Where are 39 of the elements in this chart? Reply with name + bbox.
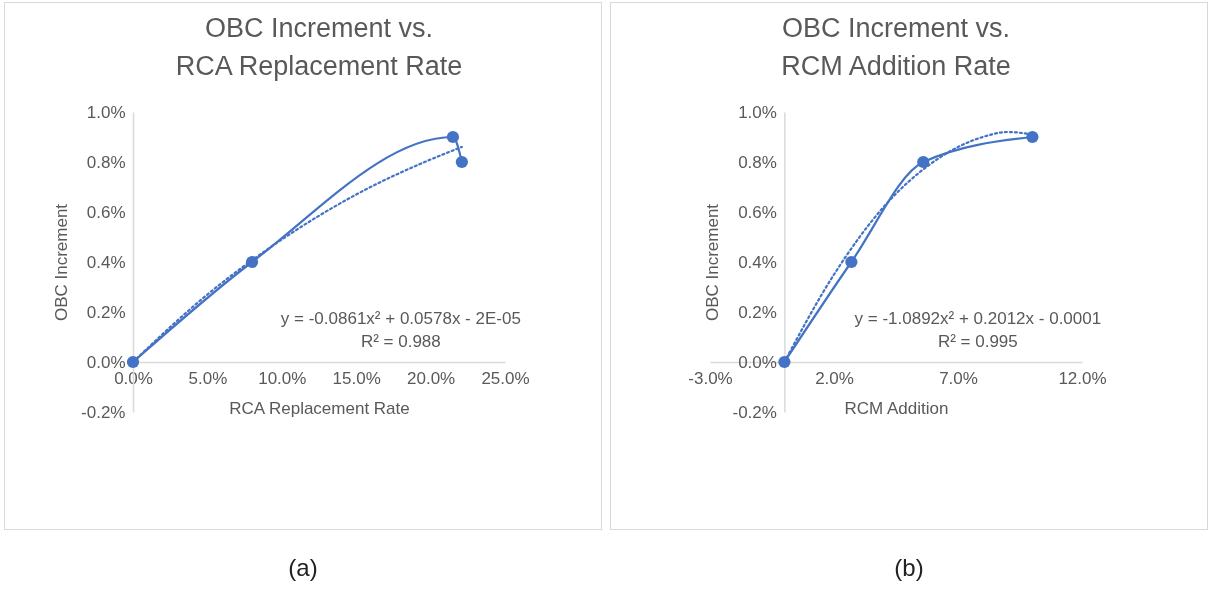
- point: [126, 355, 139, 369]
- y-tick-label: -0.2%: [80, 402, 125, 422]
- y-tick-label: 1.0%: [86, 102, 125, 122]
- annotation: R² = 0.995: [937, 331, 1018, 351]
- y-axis-title: OBC Increment: [702, 203, 722, 322]
- y-tick-label: 0.8%: [737, 152, 777, 172]
- annotation: y = -0.0861x² + 0.0578x - 2E-05: [280, 309, 521, 328]
- point: [916, 155, 929, 169]
- y-tick-label: 0.6%: [86, 202, 125, 222]
- x-tick-label: 25.0%: [480, 368, 530, 388]
- y-tick-label: 1.0%: [737, 102, 777, 122]
- chart-title: OBC Increment vs. RCA Replacement Rate: [175, 13, 462, 81]
- y-axis-title: OBC Increment: [51, 203, 71, 322]
- y-tick-label: 0.6%: [737, 202, 777, 222]
- x-tick-label: 2.0%: [814, 368, 854, 388]
- text: (a): [287, 554, 319, 582]
- x-tick-label: 10.0%: [257, 368, 306, 388]
- x-tick-label: 15.0%: [332, 368, 381, 388]
- y-tick-label: 0.8%: [86, 152, 125, 172]
- point: [844, 255, 857, 269]
- y-tick-label: -0.2%: [731, 402, 777, 422]
- text: (b): [893, 554, 925, 582]
- point: [455, 155, 468, 169]
- x-tick-label: 5.0%: [188, 368, 227, 388]
- y-tick-label: 0.4%: [86, 252, 125, 272]
- point: [446, 130, 459, 144]
- x-tick-label: 12.0%: [1057, 368, 1107, 388]
- x-axis-title: RCM Addition: [844, 398, 948, 418]
- x-axis-title: RCA Replacement Rate: [228, 398, 410, 418]
- chart-title: OBC Increment vs. RCM Addition Rate: [780, 13, 1011, 81]
- annotation: R² = 0.988: [360, 331, 441, 351]
- y-tick-label: 0.2%: [737, 302, 777, 322]
- annotation: y = -1.0892x² + 0.2012x - 0.0001: [854, 309, 1101, 328]
- y-tick-label: 0.0%: [737, 352, 777, 372]
- x-tick-label: 7.0%: [938, 368, 978, 388]
- x-tick-label: 20.0%: [406, 368, 455, 388]
- x-tick-label: -3.0%: [687, 368, 733, 388]
- y-tick-label: 0.4%: [737, 252, 777, 272]
- y-tick-label: 0.2%: [86, 302, 125, 322]
